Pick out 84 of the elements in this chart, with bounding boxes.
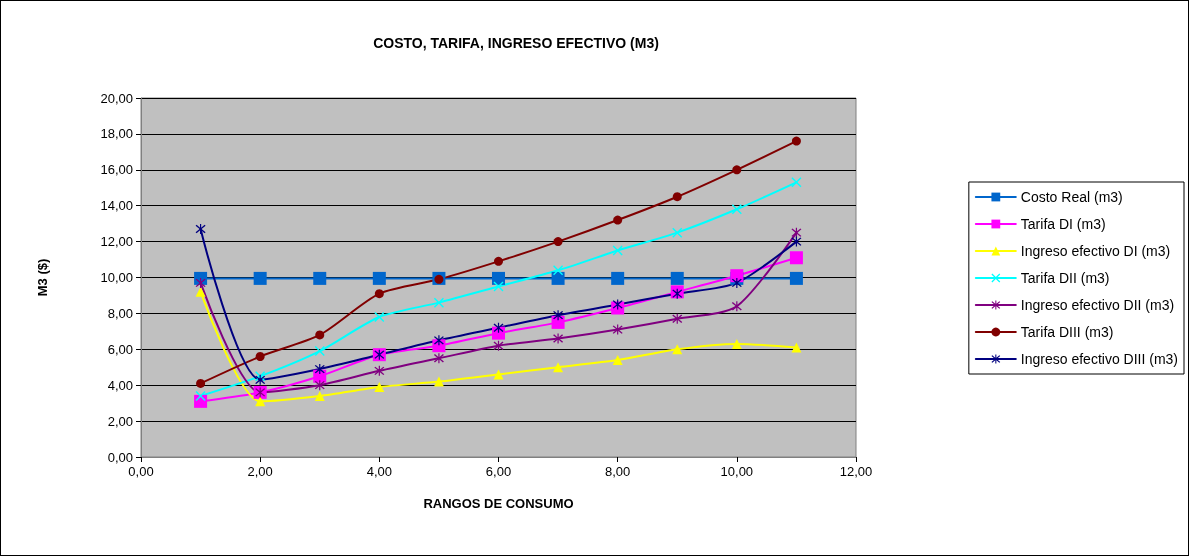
legend-label: Ingreso efectivo DII (m3)	[1020, 297, 1175, 313]
point	[494, 256, 503, 266]
x-axis-title: RANGOS DE CONSUMO	[423, 496, 574, 511]
y-tick-label: 6,00	[107, 341, 133, 357]
y-tick-label: 8,00	[107, 305, 133, 321]
point	[553, 310, 564, 321]
legend-label: Costo Real (m3)	[1020, 189, 1123, 205]
point	[731, 204, 742, 215]
x-tick-label: 12,00	[839, 464, 873, 479]
point	[492, 271, 505, 285]
point	[374, 365, 385, 376]
y-tick-label: 18,00	[100, 126, 133, 142]
point	[314, 380, 325, 391]
legend-label: Tarifa DIII (m3)	[1020, 324, 1114, 340]
point	[791, 136, 801, 146]
point	[374, 311, 385, 322]
point	[672, 192, 682, 202]
y-tick-label: 2,00	[107, 413, 133, 429]
point	[255, 351, 265, 361]
point	[553, 237, 563, 247]
legend-label: Ingreso efectivo DI (m3)	[1020, 243, 1171, 259]
point	[553, 362, 564, 373]
point	[313, 271, 327, 285]
x-tick-label: 2,00	[247, 464, 273, 479]
legend-label: Ingreso efectivo DIII (m3)	[1020, 351, 1179, 367]
point	[789, 251, 803, 265]
x-tick-label: 4,00	[366, 464, 392, 479]
point	[493, 281, 504, 292]
point	[314, 364, 325, 375]
point	[731, 338, 742, 349]
legend-label: Tarifa DII (m3)	[1020, 270, 1110, 286]
point	[196, 378, 206, 388]
point	[433, 376, 444, 387]
point	[670, 271, 684, 285]
point	[612, 324, 623, 335]
y-tick-label: 14,00	[100, 198, 133, 214]
point	[553, 265, 564, 276]
point	[672, 227, 683, 238]
point	[372, 271, 386, 285]
y-tick-label: 20,00	[100, 90, 133, 106]
x-tick-label: 6,00	[485, 464, 512, 479]
point	[672, 344, 683, 355]
x-tick-label: 0,00	[128, 464, 154, 479]
y-tick-label: 0,00	[107, 449, 133, 465]
point	[553, 333, 564, 344]
y-tick-label: 12,00	[100, 234, 133, 250]
y-tick-label: 16,00	[100, 162, 133, 178]
point	[433, 297, 444, 308]
point	[791, 342, 802, 353]
point	[791, 227, 802, 238]
point	[612, 245, 623, 256]
point	[314, 346, 325, 357]
point	[791, 177, 802, 188]
point	[672, 313, 683, 324]
point	[551, 271, 565, 285]
point	[493, 340, 504, 351]
chart-title: COSTO, TARIFA, INGRESO EFECTIVO (M3)	[373, 35, 659, 51]
y-axis-title: M3 ($)	[35, 258, 50, 297]
point	[732, 165, 742, 175]
x-tick-label: 10,00	[720, 464, 754, 479]
point	[314, 390, 325, 401]
point	[433, 335, 444, 346]
point	[731, 301, 742, 312]
point	[253, 271, 267, 285]
y-tick-label: 10,00	[100, 270, 133, 285]
point	[195, 277, 206, 288]
point	[611, 271, 625, 285]
point	[612, 299, 623, 310]
point	[612, 355, 623, 366]
x-tick-label: 8,00	[605, 464, 631, 479]
point	[613, 215, 623, 225]
point	[791, 236, 802, 247]
point	[493, 322, 504, 333]
point	[731, 277, 742, 288]
point	[493, 369, 504, 380]
point	[789, 271, 803, 285]
point	[433, 353, 444, 364]
point	[195, 390, 206, 401]
point	[374, 289, 384, 299]
point	[255, 396, 266, 407]
y-tick-label: 4,00	[107, 377, 133, 393]
legend-label: Tarifa DI (m3)	[1020, 216, 1106, 232]
point	[315, 330, 325, 340]
point	[374, 381, 385, 392]
